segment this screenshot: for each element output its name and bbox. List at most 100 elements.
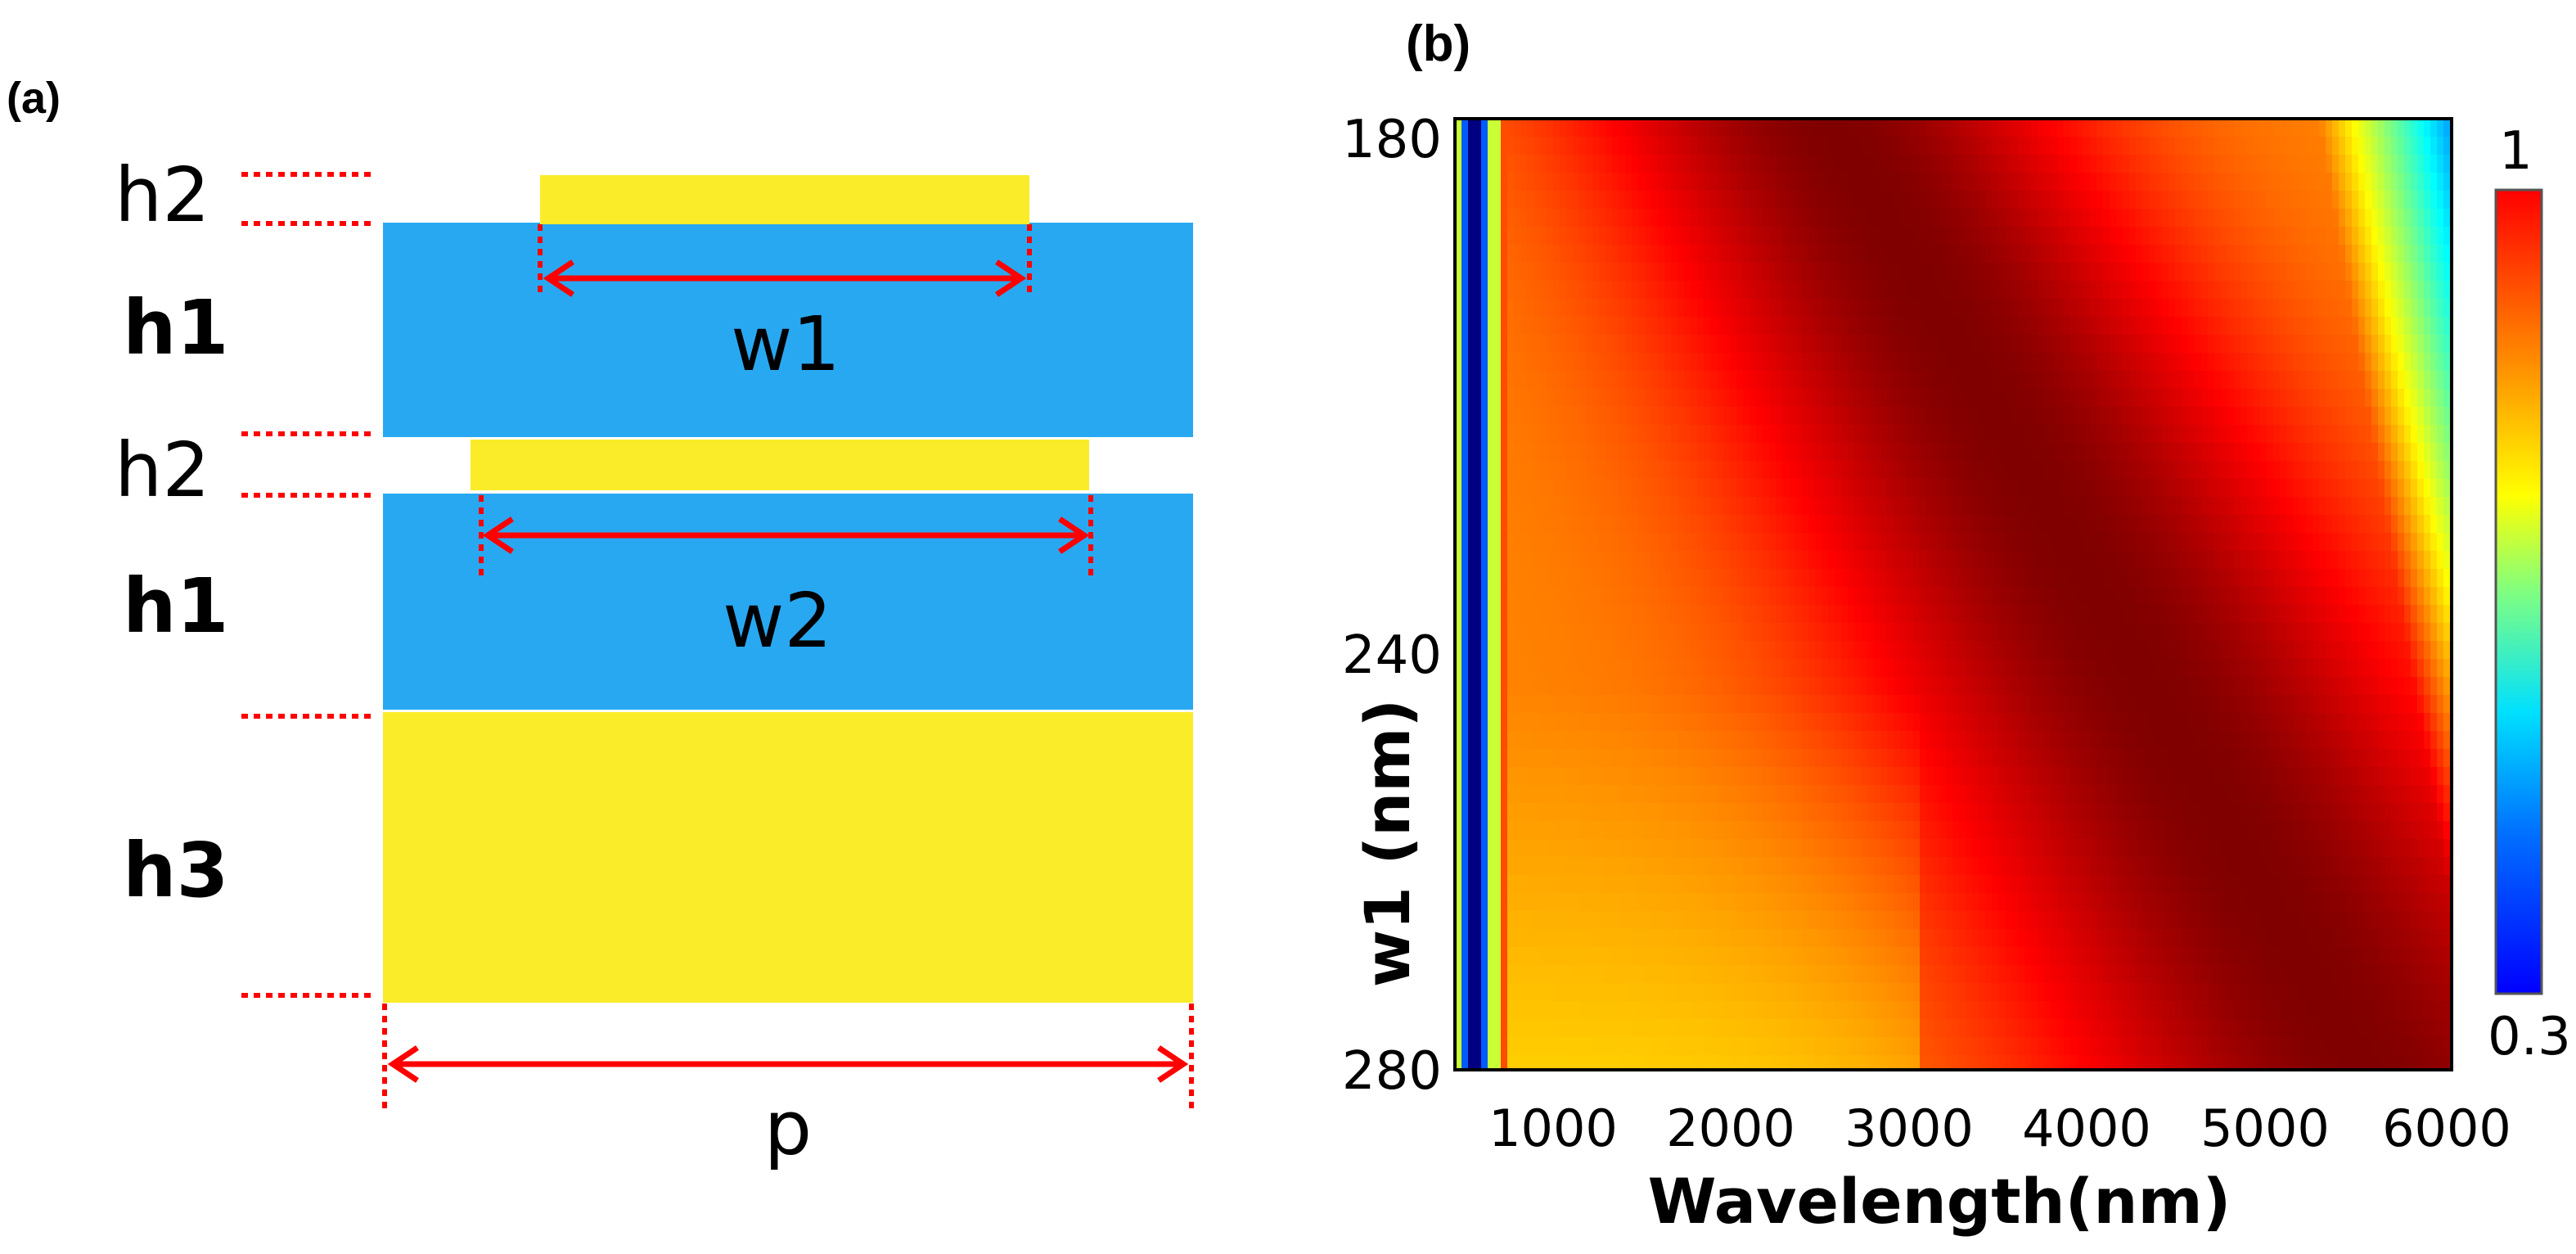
heatmap-cell bbox=[1488, 659, 1495, 678]
heatmap-cell bbox=[2227, 605, 2235, 624]
heatmap-cell bbox=[2182, 371, 2189, 390]
heatmap-cell bbox=[1651, 497, 1659, 516]
heatmap-cell bbox=[2398, 497, 2405, 516]
heatmap-cell bbox=[2404, 623, 2412, 642]
heatmap-cell bbox=[2214, 677, 2222, 696]
heatmap-cell bbox=[2385, 137, 2392, 156]
heatmap-cell bbox=[2142, 245, 2150, 264]
heatmap-cell bbox=[2424, 209, 2431, 228]
heatmap-cell bbox=[1547, 137, 1554, 156]
heatmap-cell bbox=[1769, 605, 1777, 624]
heatmap-cell bbox=[1501, 461, 1508, 480]
heatmap-cell bbox=[2155, 281, 2163, 300]
heatmap-cell bbox=[2221, 137, 2228, 156]
heatmap-cell bbox=[1612, 353, 1619, 372]
heatmap-cell bbox=[1933, 299, 1940, 318]
heatmap-cell bbox=[1763, 623, 1770, 642]
heatmap-cell bbox=[2273, 425, 2281, 444]
heatmap-cell bbox=[1560, 605, 1567, 624]
heatmap-cell bbox=[2031, 551, 2038, 570]
heatmap-cell bbox=[2345, 137, 2353, 156]
heatmap-cell bbox=[2103, 281, 2110, 300]
heatmap-cell bbox=[2195, 137, 2202, 156]
heatmap-cell bbox=[2385, 191, 2392, 210]
heatmap-cell bbox=[1684, 407, 1691, 426]
heatmap-cell bbox=[1599, 551, 1606, 570]
heatmap-cell bbox=[2038, 317, 2045, 336]
heatmap-cell bbox=[1933, 119, 1940, 138]
heatmap-cell bbox=[1691, 695, 1698, 714]
heatmap-cell bbox=[1972, 209, 1979, 228]
heatmap-cell bbox=[1704, 371, 1711, 390]
heatmap-cell bbox=[2313, 281, 2320, 300]
heatmap-cell bbox=[1730, 515, 1737, 534]
heatmap-cell bbox=[1573, 389, 1580, 408]
heatmap-cell bbox=[1684, 479, 1691, 498]
heatmap-cell bbox=[1782, 389, 1790, 408]
heatmap-cell bbox=[2254, 119, 2261, 138]
heatmap-cell bbox=[2345, 155, 2353, 174]
heatmap-cell bbox=[2031, 299, 2038, 318]
heatmap-cell bbox=[1920, 227, 1927, 246]
heatmap-cell bbox=[2286, 587, 2294, 606]
heatmap-cell bbox=[2070, 137, 2078, 156]
heatmap-cell bbox=[2195, 173, 2202, 192]
heatmap-cell bbox=[1802, 623, 1809, 642]
heatmap-cell bbox=[1776, 209, 1783, 228]
heatmap-cell bbox=[1808, 623, 1816, 642]
heatmap-cell bbox=[2273, 353, 2281, 372]
heatmap-cell bbox=[2267, 353, 2274, 372]
heatmap-cell bbox=[1494, 245, 1502, 264]
heatmap-cell bbox=[1547, 335, 1554, 354]
heatmap-cell bbox=[2221, 443, 2228, 462]
heatmap-cell bbox=[2411, 461, 2418, 480]
heatmap-cell bbox=[2103, 551, 2110, 570]
heatmap-cell bbox=[2306, 191, 2313, 210]
heatmap-cell bbox=[1946, 623, 1953, 642]
heatmap-cell bbox=[1717, 335, 1724, 354]
heatmap-cell bbox=[2437, 335, 2444, 354]
heatmap-cell bbox=[2358, 173, 2366, 192]
heatmap-cell bbox=[1782, 659, 1790, 678]
heatmap-cell bbox=[2280, 497, 2287, 516]
heatmap-cell bbox=[2123, 623, 2130, 642]
heatmap-cell bbox=[1802, 389, 1809, 408]
heatmap-cell bbox=[1815, 173, 1822, 192]
heatmap-cell bbox=[2332, 389, 2340, 408]
heatmap-cell bbox=[2227, 353, 2235, 372]
heatmap-cell bbox=[2162, 119, 2169, 138]
heatmap-cell bbox=[1966, 155, 1973, 174]
heatmap-cell bbox=[2378, 677, 2385, 696]
heatmap-cell bbox=[1874, 389, 1881, 408]
heatmap-cell bbox=[1998, 497, 2006, 516]
heatmap-cell bbox=[2031, 119, 2038, 138]
heatmap-cell bbox=[1874, 119, 1881, 138]
heatmap-cell bbox=[2391, 299, 2398, 318]
heatmap-cell bbox=[2103, 659, 2110, 678]
heatmap-cell bbox=[2064, 317, 2071, 336]
heatmap-cell bbox=[1468, 263, 1475, 282]
heatmap-cell bbox=[1880, 245, 1888, 264]
heatmap-cell bbox=[1861, 641, 1868, 660]
heatmap-cell bbox=[2090, 407, 2097, 426]
heatmap-cell bbox=[1520, 533, 1528, 552]
heatmap-cell bbox=[1586, 353, 1593, 372]
heatmap-cell bbox=[2437, 677, 2444, 696]
heatmap-cell bbox=[1717, 137, 1724, 156]
heatmap-cell bbox=[1861, 677, 1868, 696]
heatmap-cell bbox=[1455, 461, 1462, 480]
heatmap-cell bbox=[2182, 515, 2189, 534]
heatmap-cell bbox=[1848, 137, 1855, 156]
heatmap-cell bbox=[2240, 497, 2248, 516]
heatmap-cell bbox=[1691, 389, 1698, 408]
heatmap-cell bbox=[2299, 299, 2307, 318]
heatmap-cell bbox=[2018, 677, 2025, 696]
heatmap-cell bbox=[1553, 407, 1560, 426]
heatmap-cell bbox=[2031, 245, 2038, 264]
heatmap-cell bbox=[1678, 209, 1685, 228]
heatmap-cell bbox=[2103, 299, 2110, 318]
heatmap-cell bbox=[2339, 425, 2346, 444]
heatmap-cell bbox=[2018, 263, 2025, 282]
heatmap-cell bbox=[2443, 155, 2451, 174]
heatmap-cell bbox=[1678, 605, 1685, 624]
